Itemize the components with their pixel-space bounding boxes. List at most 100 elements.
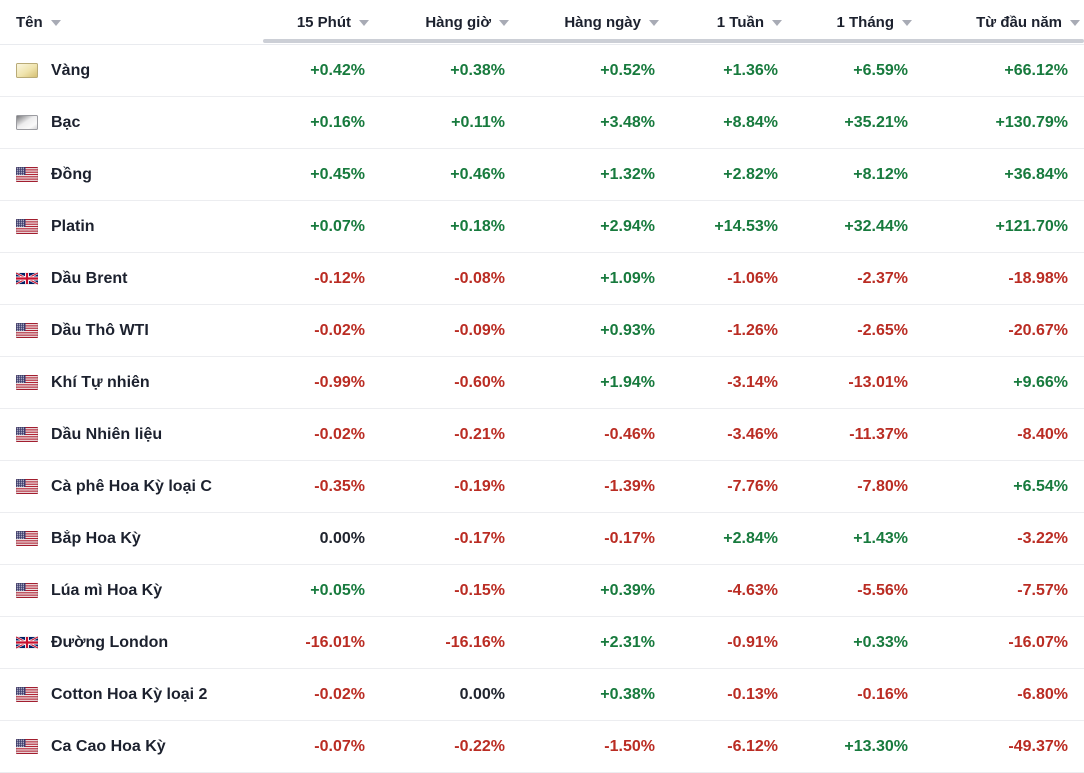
symbol-cell: Dầu Thô WTI: [0, 322, 263, 340]
change-percent-cell: +2.84%: [723, 529, 778, 547]
symbol-cell: Lúa mì Hoa Kỳ: [0, 582, 263, 600]
change-percent-cell: +8.84%: [723, 113, 778, 131]
symbol-name: Platin: [51, 217, 95, 235]
table-row[interactable]: Dầu Thô WTI -0.02% -0.09% +0.93% -1.26% -2.65…: [0, 305, 1084, 357]
table-row[interactable]: Dầu Brent -0.12% -0.08% +1.09% -1.06% -2.37% -…: [0, 253, 1084, 305]
chevron-down-icon: [772, 20, 782, 26]
change-percent-cell: -8.40%: [1017, 425, 1068, 443]
table-row[interactable]: Bạc +0.16% +0.11% +3.48% +8.84% +35.21% +130.7…: [0, 97, 1084, 149]
change-percent-cell: +14.53%: [714, 217, 778, 235]
symbol-name: Đường London: [51, 633, 169, 651]
change-percent-cell: -0.15%: [454, 581, 505, 599]
table-row[interactable]: Đồng +0.45% +0.46% +1.32% +2.82% +8.12% +36.84…: [0, 149, 1084, 201]
change-percent-cell: +0.07%: [310, 217, 365, 235]
table-row[interactable]: Lúa mì Hoa Kỳ +0.05% -0.15% +0.39% -4.63% -5.…: [0, 565, 1084, 617]
change-percent-cell: +1.43%: [853, 529, 908, 547]
symbol-name: Vàng: [51, 61, 91, 79]
change-percent-cell: -0.17%: [454, 529, 505, 547]
symbol-cell: Cotton Hoa Kỳ loại 2: [0, 686, 263, 704]
change-percent-cell: -0.02%: [314, 685, 365, 703]
symbol-name: Dầu Thô WTI: [51, 321, 149, 339]
column-header-name[interactable]: Tên: [0, 14, 263, 31]
symbol-cell: Dầu Nhiên liệu: [0, 426, 263, 444]
symbol-name: Cà phê Hoa Kỳ loại C: [51, 477, 212, 495]
change-percent-cell: -0.08%: [454, 269, 505, 287]
change-percent-cell: -20.67%: [1008, 321, 1068, 339]
change-percent-cell: +0.52%: [600, 61, 655, 79]
change-percent-cell: -4.63%: [727, 581, 778, 599]
change-percent-cell: +1.32%: [600, 165, 655, 183]
table-row[interactable]: Ca Cao Hoa Kỳ -0.07% -0.22% -1.50% -6.12% +13…: [0, 721, 1084, 773]
column-header-label: 15 Phút: [296, 13, 351, 31]
change-percent-cell: -0.46%: [604, 425, 655, 443]
us-flag-icon: [16, 531, 38, 546]
change-percent-cell: -49.37%: [1008, 737, 1068, 755]
change-percent-cell: +8.12%: [853, 165, 908, 183]
change-percent-cell: -0.99%: [314, 373, 365, 391]
change-percent-cell: 0.00%: [459, 685, 505, 703]
table-row[interactable]: Dầu Nhiên liệu -0.02% -0.21% -0.46% -3.46% -1…: [0, 409, 1084, 461]
column-header-label: Hàng ngày: [564, 13, 641, 31]
change-percent-cell: +121.70%: [995, 217, 1068, 235]
horizontal-scrollbar-thumb[interactable]: [263, 39, 1084, 43]
table-row[interactable]: Vàng +0.42% +0.38% +0.52% +1.36% +6.59% +66.12…: [0, 45, 1084, 97]
change-percent-cell: +0.38%: [600, 685, 655, 703]
column-header-label: Từ đầu năm: [976, 13, 1062, 31]
us-flag-icon: [16, 427, 38, 442]
table-row[interactable]: Đường London -16.01% -16.16% +2.31% -0.91% +0…: [0, 617, 1084, 669]
change-percent-cell: +9.66%: [1013, 373, 1068, 391]
change-percent-cell: +0.38%: [450, 61, 505, 79]
column-header-label: 1 Tháng: [836, 13, 894, 31]
change-percent-cell: -7.80%: [857, 477, 908, 495]
change-percent-cell: -0.02%: [314, 425, 365, 443]
change-percent-cell: +36.84%: [1004, 165, 1068, 183]
change-percent-cell: +0.11%: [451, 113, 505, 131]
column-header-1[interactable]: 15 Phút: [263, 14, 373, 31]
change-percent-cell: +0.42%: [310, 61, 365, 79]
column-header-label: 1 Tuần: [716, 13, 764, 31]
table-row[interactable]: Khí Tự nhiên -0.99% -0.60% +1.94% -3.14% -13.…: [0, 357, 1084, 409]
us-flag-icon: [16, 739, 38, 754]
change-percent-cell: -0.35%: [314, 477, 365, 495]
change-percent-cell: +2.82%: [723, 165, 778, 183]
column-header-3[interactable]: Hàng ngày: [513, 14, 663, 31]
change-percent-cell: +66.12%: [1004, 61, 1068, 79]
change-percent-cell: -3.46%: [727, 425, 778, 443]
silver-icon: [16, 115, 38, 130]
change-percent-cell: +2.94%: [600, 217, 655, 235]
column-header-6[interactable]: Từ đầu năm: [916, 14, 1084, 31]
table-row[interactable]: Cotton Hoa Kỳ loại 2 -0.02% 0.00% +0.38% -0.…: [0, 669, 1084, 721]
change-percent-cell: -7.76%: [727, 477, 778, 495]
change-percent-cell: -2.37%: [857, 269, 908, 287]
us-flag-icon: [16, 687, 38, 702]
symbol-cell: Vàng: [0, 62, 263, 80]
column-header-4[interactable]: 1 Tuần: [663, 14, 786, 31]
table-row[interactable]: Cà phê Hoa Kỳ loại C -0.35% -0.19% -1.39% -7…: [0, 461, 1084, 513]
change-percent-cell: +1.09%: [600, 269, 655, 287]
change-percent-cell: +1.94%: [600, 373, 655, 391]
change-percent-cell: -2.65%: [857, 321, 908, 339]
symbol-cell: Khí Tự nhiên: [0, 374, 263, 392]
change-percent-cell: -3.22%: [1017, 529, 1068, 547]
table-header: Tên 15 Phút Hàng giờ Hàng ngày 1 Tuần 1 Thán…: [0, 0, 1084, 45]
change-percent-cell: +6.54%: [1013, 477, 1068, 495]
symbol-name: Bắp Hoa Kỳ: [51, 529, 141, 547]
table-row[interactable]: Bắp Hoa Kỳ 0.00% -0.17% -0.17% +2.84% +1.43% -…: [0, 513, 1084, 565]
change-percent-cell: -0.09%: [454, 321, 505, 339]
table-body: Vàng +0.42% +0.38% +0.52% +1.36% +6.59% +66.12…: [0, 45, 1084, 773]
uk-flag-icon: [16, 635, 38, 650]
us-flag-icon: [16, 583, 38, 598]
change-percent-cell: -6.12%: [727, 737, 778, 755]
column-header-2[interactable]: Hàng giờ: [373, 14, 513, 31]
change-percent-cell: -0.07%: [314, 737, 365, 755]
chevron-down-icon: [1070, 20, 1080, 26]
column-header-5[interactable]: 1 Tháng: [786, 14, 916, 31]
table-row[interactable]: Platin +0.07% +0.18% +2.94% +14.53% +32.44% +1…: [0, 201, 1084, 253]
change-percent-cell: +1.36%: [723, 61, 778, 79]
change-percent-cell: -0.19%: [454, 477, 505, 495]
symbol-cell: Bắp Hoa Kỳ: [0, 530, 263, 548]
symbol-name: Cotton Hoa Kỳ loại 2: [51, 685, 208, 703]
symbol-name: Dầu Brent: [51, 269, 128, 287]
chevron-down-icon: [50, 20, 61, 26]
